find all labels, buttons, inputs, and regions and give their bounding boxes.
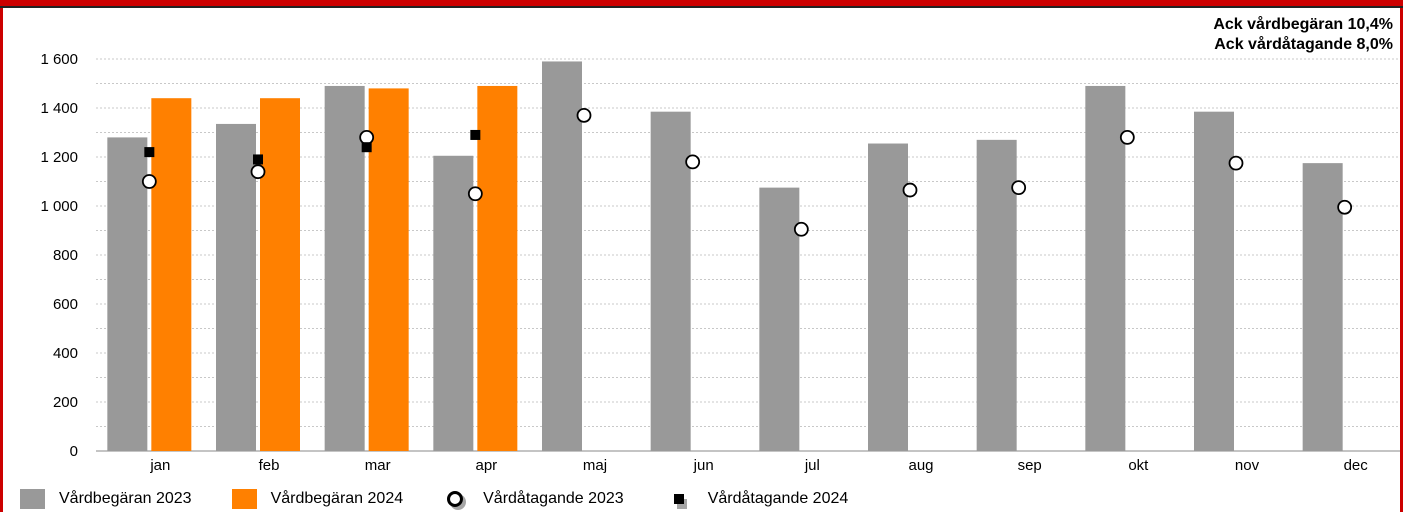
- axes: 0 200 400 600 800 1 000 1 200 1 400 1 600 jan feb m…: [40, 51, 1400, 474]
- marker-vardatagande-2023-aug: [902, 182, 918, 198]
- bar-vardbegaran-2024-feb: [260, 98, 300, 451]
- bar-vardbegaran-2023-jun: [650, 111, 691, 452]
- y-tick-label: 600: [53, 296, 78, 313]
- y-tick-label: 1 600: [40, 51, 78, 68]
- marker-vardatagande-2024-apr: [470, 129, 481, 140]
- top-accent-bar: [0, 0, 1403, 6]
- annotation-cumulative-requests: Ack vårdbegäran 10,4%: [1213, 16, 1393, 33]
- x-tick-label: aug: [908, 457, 933, 474]
- y-tick-label: 400: [53, 345, 78, 362]
- marker-vardatagande-2023-mar: [359, 129, 375, 145]
- marker-vardatagande-2023-dec: [1337, 199, 1353, 215]
- bars: [107, 61, 1343, 452]
- legend-label: Vårdåtagande 2024: [707, 490, 849, 507]
- y-tick-label: 0: [70, 443, 78, 460]
- legend-item-vardbegaran-2024: Vårdbegäran 2024: [231, 489, 404, 509]
- x-tick-label: jul: [804, 457, 820, 474]
- marker-vardatagande-2023-nov: [1228, 155, 1244, 171]
- top-border-line: [0, 6, 1403, 8]
- legend-label: Vårdbegäran 2023: [59, 490, 192, 507]
- bar-vardbegaran-2023-mar: [324, 85, 365, 451]
- marker-vardatagande-2023-sep: [1011, 180, 1027, 196]
- marker-vardatagande-2023-feb: [250, 164, 266, 180]
- marker-vardatagande-2024-mar: [361, 142, 372, 153]
- gridlines: [96, 58, 1400, 427]
- marker-vardatagande-2023-apr: [467, 186, 483, 202]
- y-tick-label: 200: [53, 394, 78, 411]
- legend-item-vardatagande-2023: Vårdåtagande 2023: [443, 490, 624, 508]
- legend-item-vardbegaran-2023: Vårdbegäran 2023: [20, 489, 192, 509]
- markers: [141, 107, 1353, 237]
- x-tick-label: nov: [1235, 457, 1260, 474]
- bar-vardbegaran-2023-maj: [542, 61, 582, 451]
- bar-chart: 0 200 400 600 800 1 000 1 200 1 400 1 600 jan feb m…: [40, 51, 1400, 474]
- legend-circle-icon: [447, 491, 464, 507]
- bar-vardbegaran-2023-jul: [759, 187, 800, 451]
- bar-vardbegaran-2023-aug: [868, 143, 908, 451]
- marker-vardatagande-2023-jan: [141, 174, 157, 189]
- bar-vardbegaran-2024-jan: [151, 98, 192, 451]
- x-tick-label: feb: [259, 457, 280, 474]
- y-tick-label: 1 200: [40, 149, 78, 166]
- marker-vardatagande-2023-jun: [685, 154, 701, 170]
- bar-vardbegaran-2024-apr: [477, 85, 518, 451]
- legend-swatch-orange: [231, 489, 257, 509]
- bar-vardbegaran-2023-jan: [107, 137, 148, 451]
- legend-swatch-gray: [20, 489, 45, 509]
- bar-vardbegaran-2024-mar: [368, 88, 409, 452]
- x-tick-label: apr: [475, 457, 497, 474]
- x-tick-label: jun: [693, 457, 714, 474]
- x-tick-label: jan: [149, 457, 170, 474]
- x-tick-label: okt: [1128, 457, 1149, 474]
- x-tick-label: mar: [365, 457, 391, 474]
- bar-vardbegaran-2023-okt: [1085, 85, 1126, 451]
- y-tick-label: 1 400: [40, 100, 78, 117]
- y-tick-label: 1 000: [40, 198, 78, 215]
- marker-vardatagande-2023-maj: [576, 107, 592, 123]
- marker-vardatagande-2023-okt: [1119, 129, 1135, 145]
- bar-vardbegaran-2023-apr: [433, 155, 474, 451]
- legend-item-vardatagande-2024: Vårdåtagande 2024: [664, 490, 849, 508]
- bar-vardbegaran-2023-sep: [976, 139, 1017, 451]
- marker-vardatagande-2023-jul: [793, 221, 809, 237]
- annotation-cumulative-commitments: Ack vårdåtagande 8,0%: [1214, 36, 1393, 53]
- x-tick-label: sep: [1018, 457, 1042, 474]
- marker-vardatagande-2024-feb: [253, 154, 263, 165]
- x-tick-label: maj: [583, 457, 607, 474]
- y-tick-label: 800: [53, 247, 78, 264]
- bar-vardbegaran-2023-dec: [1302, 163, 1343, 451]
- legend-label: Vårdbegäran 2024: [270, 490, 404, 507]
- bar-vardbegaran-2023-nov: [1194, 111, 1234, 452]
- legend: Vårdbegäran 2023 Vårdbegäran 2024 Vårdåt…: [20, 488, 888, 510]
- x-tick-label: dec: [1344, 457, 1369, 474]
- marker-vardatagande-2024-jan: [144, 147, 155, 158]
- bar-vardbegaran-2023-feb: [216, 123, 256, 452]
- legend-label: Vårdåtagande 2023: [483, 490, 624, 507]
- legend-square-icon: [673, 494, 684, 504]
